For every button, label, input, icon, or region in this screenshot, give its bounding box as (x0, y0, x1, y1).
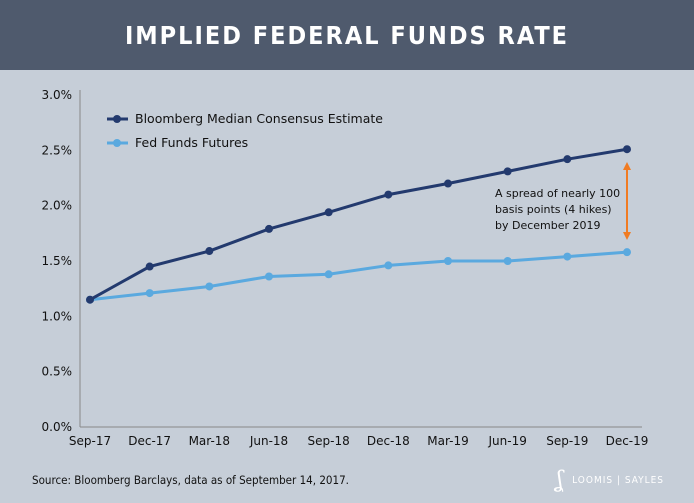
data-point (324, 270, 333, 279)
data-point (324, 208, 333, 217)
legend-marker (113, 115, 121, 123)
data-point (384, 261, 393, 270)
y-tick-label: 1.0% (42, 309, 73, 323)
annotation-text: basis points (4 hikes) (495, 203, 612, 216)
legend-label: Bloomberg Median Consensus Estimate (135, 111, 383, 126)
data-point (563, 155, 572, 164)
data-point (503, 167, 512, 176)
logo-text: LOOMIS | SAYLES (572, 475, 665, 486)
series-line (89, 250, 628, 302)
x-tick-label: Jun-18 (249, 434, 288, 448)
x-tick-label: Sep-18 (308, 434, 350, 448)
x-tick-label: Mar-18 (189, 434, 230, 448)
legend-marker (113, 139, 121, 147)
chart-title: IMPLIED FEDERAL FUNDS RATE (0, 0, 694, 70)
data-point (205, 282, 214, 291)
data-point (265, 224, 273, 233)
loomis-sayles-logo: ʆ LOOMIS | SAYLES (556, 468, 665, 493)
y-tick-label: 2.0% (42, 199, 73, 213)
y-tick-label: 3.0% (42, 88, 73, 102)
legend-label: Fed Funds Futures (135, 135, 248, 150)
data-point (623, 248, 631, 257)
data-point (384, 190, 393, 199)
x-tick-label: Dec-19 (606, 434, 649, 448)
annotation-text: A spread of nearly 100 (495, 187, 620, 200)
data-point (265, 272, 273, 281)
arrow-head-down (623, 232, 631, 240)
arrow-head-up (623, 162, 631, 170)
data-point (145, 262, 154, 271)
y-tick-label: 0.0% (42, 420, 73, 434)
x-tick-label: Dec-18 (367, 434, 410, 448)
annotation-text: by December 2019 (495, 219, 601, 232)
data-point (145, 289, 154, 298)
series-line (89, 147, 628, 302)
data-point (444, 179, 452, 188)
source-note: Source: Bloomberg Barclays, data as of S… (32, 473, 349, 487)
x-tick-label: Sep-17 (69, 434, 111, 448)
data-point (563, 252, 572, 261)
y-tick-label: 2.5% (42, 143, 73, 157)
data-point (623, 145, 631, 154)
data-point (503, 257, 512, 265)
y-tick-label: 0.5% (42, 365, 73, 379)
x-tick-label: Mar-19 (427, 434, 468, 448)
data-point (86, 295, 94, 304)
data-point (205, 247, 214, 256)
x-tick-label: Dec-17 (128, 434, 171, 448)
x-tick-label: Sep-19 (546, 434, 588, 448)
y-tick-label: 1.5% (42, 254, 73, 268)
data-point (444, 257, 452, 265)
x-tick-label: Jun-19 (487, 434, 526, 448)
